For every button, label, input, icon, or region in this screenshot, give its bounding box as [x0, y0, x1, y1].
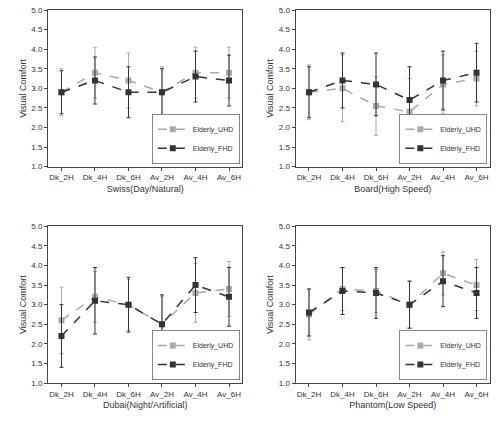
svg-text:Av_2H: Av_2H — [398, 390, 422, 399]
svg-text:Visual Comfort: Visual Comfort — [18, 58, 28, 117]
svg-text:Av_2H: Av_2H — [150, 173, 174, 182]
svg-text:4.0: 4.0 — [279, 261, 291, 270]
svg-text:2.5: 2.5 — [279, 320, 291, 329]
svg-text:4.0: 4.0 — [31, 261, 43, 270]
svg-text:Av_6H: Av_6H — [465, 173, 489, 182]
svg-text:Swiss(Day/Natural): Swiss(Day/Natural) — [107, 184, 184, 194]
svg-text:Dk_6H: Dk_6H — [116, 173, 141, 182]
svg-text:Av_6H: Av_6H — [217, 390, 241, 399]
svg-text:Elderly_UHD: Elderly_UHD — [193, 342, 233, 350]
svg-text:1.0: 1.0 — [31, 162, 43, 171]
svg-text:5.0: 5.0 — [31, 6, 43, 15]
svg-text:Dk_4H: Dk_4H — [83, 390, 108, 399]
svg-text:3.5: 3.5 — [31, 65, 43, 74]
svg-text:5.0: 5.0 — [279, 222, 291, 231]
svg-text:Av_4H: Av_4H — [431, 173, 455, 182]
svg-text:2.0: 2.0 — [31, 340, 43, 349]
svg-text:3.0: 3.0 — [31, 84, 43, 93]
svg-text:3.0: 3.0 — [279, 84, 291, 93]
svg-text:Dubai(Night/Artificial): Dubai(Night/Artificial) — [103, 400, 188, 410]
svg-text:Av_4H: Av_4H — [184, 173, 208, 182]
svg-text:1.5: 1.5 — [31, 143, 43, 152]
svg-text:Av_6H: Av_6H — [217, 173, 241, 182]
svg-text:3.5: 3.5 — [279, 65, 291, 74]
svg-text:Av_2H: Av_2H — [398, 173, 422, 182]
svg-text:1.0: 1.0 — [279, 162, 291, 171]
svg-text:1.5: 1.5 — [31, 359, 43, 368]
svg-text:5.0: 5.0 — [279, 6, 291, 15]
svg-text:4.5: 4.5 — [31, 242, 43, 251]
svg-text:Dk_6H: Dk_6H — [116, 390, 141, 399]
svg-text:4.5: 4.5 — [279, 242, 291, 251]
svg-text:Elderly_UHD: Elderly_UHD — [193, 126, 233, 134]
svg-text:Av_4H: Av_4H — [184, 390, 208, 399]
svg-text:1.0: 1.0 — [279, 379, 291, 388]
svg-text:3.0: 3.0 — [279, 300, 291, 309]
svg-text:Dk_4H: Dk_4H — [330, 173, 355, 182]
svg-text:Dk_4H: Dk_4H — [330, 390, 355, 399]
svg-text:Dk_2H: Dk_2H — [49, 390, 74, 399]
svg-text:2.0: 2.0 — [31, 123, 43, 132]
svg-text:Dk_6H: Dk_6H — [364, 173, 389, 182]
svg-text:4.0: 4.0 — [31, 45, 43, 54]
svg-text:Visual Comfort: Visual Comfort — [265, 58, 275, 117]
svg-text:Dk_2H: Dk_2H — [297, 390, 322, 399]
svg-text:Elderly_FHD: Elderly_FHD — [193, 361, 233, 369]
svg-text:1.5: 1.5 — [279, 143, 291, 152]
svg-text:1.5: 1.5 — [279, 359, 291, 368]
svg-text:Board(High Speed): Board(High Speed) — [354, 184, 431, 194]
svg-text:Dk_2H: Dk_2H — [49, 173, 74, 182]
svg-text:Phantom(Low Speed): Phantom(Low Speed) — [349, 400, 436, 410]
svg-text:Av_6H: Av_6H — [465, 390, 489, 399]
svg-text:Visual Comfort: Visual Comfort — [18, 275, 28, 334]
svg-text:2.5: 2.5 — [31, 104, 43, 113]
svg-text:3.5: 3.5 — [31, 281, 43, 290]
svg-text:Av_2H: Av_2H — [150, 390, 174, 399]
svg-text:1.0: 1.0 — [31, 379, 43, 388]
svg-text:5.0: 5.0 — [31, 222, 43, 231]
svg-text:Elderly_UHD: Elderly_UHD — [440, 126, 480, 134]
svg-text:Dk_2H: Dk_2H — [297, 173, 322, 182]
svg-text:Elderly_FHD: Elderly_FHD — [440, 361, 480, 369]
svg-text:4.5: 4.5 — [31, 25, 43, 34]
svg-text:Dk_6H: Dk_6H — [364, 390, 389, 399]
svg-text:2.5: 2.5 — [279, 104, 291, 113]
svg-text:Av_4H: Av_4H — [431, 390, 455, 399]
svg-text:Elderly_FHD: Elderly_FHD — [440, 145, 480, 153]
svg-text:2.0: 2.0 — [279, 340, 291, 349]
svg-text:Elderly_FHD: Elderly_FHD — [193, 145, 233, 153]
svg-text:4.5: 4.5 — [279, 25, 291, 34]
svg-text:Dk_4H: Dk_4H — [83, 173, 108, 182]
svg-text:2.0: 2.0 — [279, 123, 291, 132]
svg-text:Visual Comfort: Visual Comfort — [265, 275, 275, 334]
svg-text:3.5: 3.5 — [279, 281, 291, 290]
svg-text:3.0: 3.0 — [31, 300, 43, 309]
svg-text:Elderly_UHD: Elderly_UHD — [440, 342, 480, 350]
svg-text:2.5: 2.5 — [31, 320, 43, 329]
svg-text:4.0: 4.0 — [279, 45, 291, 54]
